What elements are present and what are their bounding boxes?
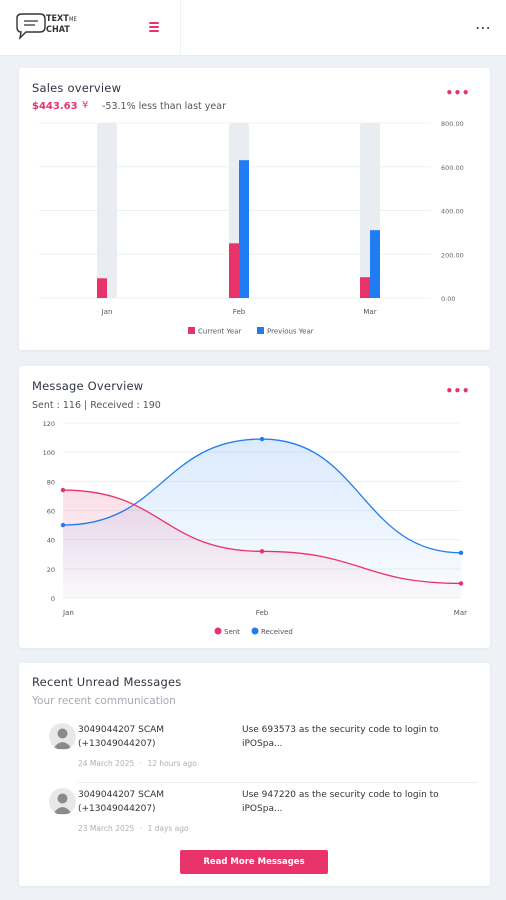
message-item[interactable]: 3049044207 SCAM (+13049044207) 24 March …	[32, 723, 478, 783]
sender-name: 3049044207 SCAM (+13049044207)	[78, 788, 198, 816]
bar-current-year	[229, 243, 239, 298]
legend-label: Received	[261, 628, 293, 636]
message-meta: 24 March 2025 · 12 hours ago	[78, 759, 197, 768]
x-tick-label: Feb	[256, 609, 269, 617]
y-tick-label: 600.00	[441, 164, 464, 172]
message-overview-card: Message Overview ••• Sent : 116 | Receiv…	[19, 366, 490, 648]
divider	[78, 782, 478, 783]
y-tick-label: 20	[47, 566, 55, 574]
x-tick-label: Mar	[363, 308, 376, 316]
top-bar: TEXTME CHAT ⋯	[0, 0, 506, 56]
message-item[interactable]: 3049044207 SCAM (+13049044207) 23 March …	[32, 788, 478, 844]
legend-label: Current Year	[198, 328, 241, 336]
sender-label: 3049044207 SCAM	[78, 725, 165, 735]
y-tick-label: 40	[47, 537, 55, 545]
message-counts: Sent : 116 | Received : 190	[32, 400, 161, 411]
topbar-divider	[180, 0, 181, 56]
sales-menu-dots-icon[interactable]: •••	[445, 86, 470, 100]
data-point-sent	[259, 549, 265, 554]
message-area-chart: 0 20 40 60 80 100 120 Jan Feb Mar Sent Received	[43, 420, 468, 636]
data-point-sent	[458, 581, 464, 586]
data-point-received	[60, 522, 66, 528]
recent-messages-subtitle: Your recent communication	[32, 695, 176, 707]
message-age: 1 days ago	[147, 824, 189, 833]
y-tick-label: 100	[43, 449, 55, 457]
bar-current-year	[360, 277, 370, 298]
hamburger-icon[interactable]	[146, 20, 162, 36]
message-preview: Use 693573 as the security code to login…	[242, 725, 439, 749]
sender-name: 3049044207 SCAM (+13049044207)	[78, 723, 198, 751]
data-point-received	[259, 436, 265, 442]
message-preview: Use 947220 as the security code to login…	[242, 790, 439, 814]
data-point-sent	[60, 487, 66, 493]
x-tick-label: Feb	[233, 308, 246, 316]
message-menu-dots-icon[interactable]: •••	[445, 384, 470, 398]
message-date: 24 March 2025	[78, 759, 135, 768]
data-point-received	[458, 550, 464, 555]
legend-swatch-current-year	[188, 327, 195, 334]
message-meta: 23 March 2025 · 1 days ago	[78, 824, 189, 833]
sales-bar-chart: 0.00 200.00 400.00 600.00 800.00 Jan Feb Mar Cur…	[39, 120, 464, 336]
bar-previous-year	[239, 160, 249, 298]
avatar-icon	[49, 723, 76, 750]
y-tick-label: 0	[51, 595, 55, 603]
x-tick-label: Jan	[62, 609, 74, 617]
y-tick-label: 60	[47, 508, 55, 516]
sender-number: (+13049044207)	[78, 804, 156, 814]
message-overview-title: Message Overview	[32, 379, 144, 393]
read-more-messages-button[interactable]: Read More Messages	[180, 850, 328, 874]
down-trend-icon: ¥	[82, 100, 89, 111]
recent-messages-title: Recent Unread Messages	[32, 675, 182, 689]
y-tick-label: 120	[43, 420, 55, 428]
legend-swatch-received	[251, 627, 259, 635]
y-tick-label: 800.00	[441, 120, 464, 128]
message-date: 23 March 2025	[78, 824, 135, 833]
sender-label: 3049044207 SCAM	[78, 790, 165, 800]
y-tick-label: 80	[47, 478, 55, 486]
legend-swatch-sent	[214, 627, 222, 635]
legend-label: Previous Year	[267, 328, 314, 336]
recent-messages-card: Recent Unread Messages Your recent commu…	[19, 663, 490, 886]
sales-change-text: -53.1% less than last year	[102, 101, 226, 112]
sales-overview-title: Sales overview	[32, 81, 122, 95]
legend-swatch-previous-year	[257, 327, 264, 334]
avatar-icon	[49, 788, 76, 815]
bar-background	[97, 123, 117, 298]
y-tick-label: 0.00	[441, 295, 455, 303]
sales-overview-card: Sales overview ••• $443.63 ¥ -53.1% less…	[19, 68, 490, 350]
sender-number: (+13049044207)	[78, 739, 156, 749]
logo-icon[interactable]	[14, 12, 84, 44]
sales-amount: $443.63	[32, 101, 78, 112]
x-tick-label: Mar	[454, 609, 467, 617]
message-age: 12 hours ago	[147, 759, 197, 768]
bar-previous-year	[370, 230, 380, 298]
bar-current-year	[97, 278, 107, 298]
logo-text: TEXTME CHAT	[46, 14, 77, 35]
x-tick-label: Jan	[101, 308, 113, 316]
area-fill-sent	[63, 490, 461, 598]
y-tick-label: 200.00	[441, 251, 464, 259]
legend-label: Sent	[224, 628, 240, 636]
vertical-ellipsis-icon[interactable]: ⋯	[475, 18, 492, 37]
y-tick-label: 400.00	[441, 208, 464, 216]
